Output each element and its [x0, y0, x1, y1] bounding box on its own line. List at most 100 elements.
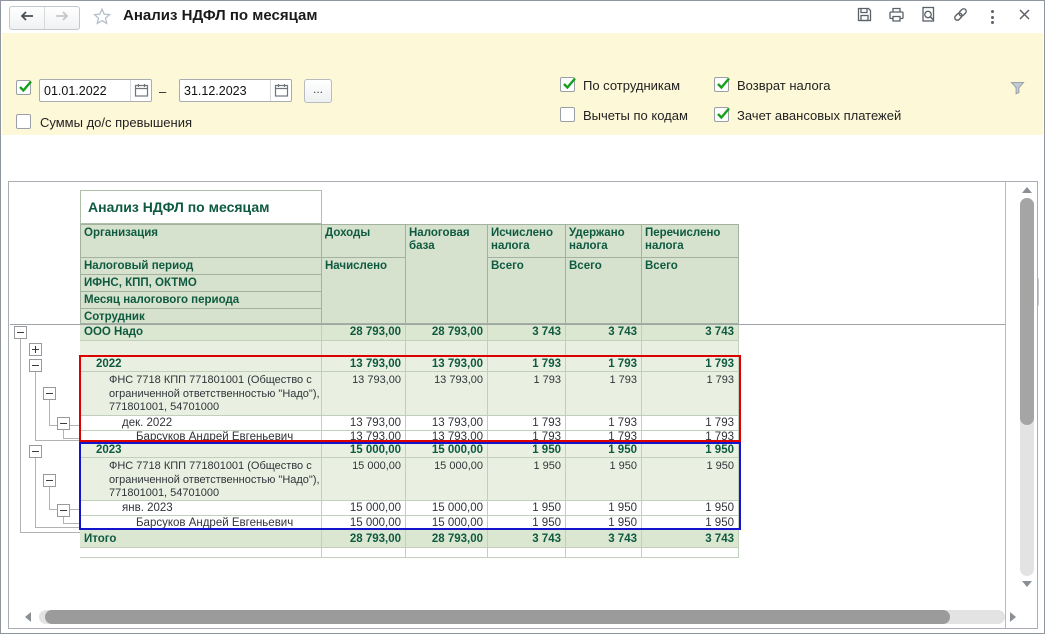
collapse-expander-icon[interactable]: [43, 474, 56, 487]
row-value: 15 000,00: [322, 458, 406, 501]
collapse-expander-icon[interactable]: [43, 387, 56, 400]
menu-button[interactable]: [980, 5, 1004, 29]
column-header-tax-base[interactable]: Налоговая база: [406, 225, 488, 324]
table-row[interactable]: Итого 28 793,00 28 793,00 3 743 3 743 3 …: [80, 530, 739, 548]
subheader-total-transferred[interactable]: Всего: [642, 258, 739, 324]
horizontal-scrollbar-thumb[interactable]: [45, 610, 950, 624]
row-label: Барсуков Андрей Евгеньевич: [80, 431, 322, 443]
row-value: 13 793,00: [406, 357, 488, 372]
period-more-button[interactable]: ...: [304, 79, 332, 103]
table-row[interactable]: ФНС 7718 КПП 771801001 (Общество с огран…: [80, 458, 739, 501]
table-row[interactable]: [80, 548, 739, 558]
by-employees-checkbox[interactable]: [560, 77, 576, 92]
row-value: 1 950: [488, 501, 566, 516]
row-value: 3 743: [488, 324, 566, 341]
report-toolbar: Сформировать Настройки...: [1, 135, 1044, 309]
row-value: 28 793,00: [406, 324, 488, 341]
period-separator: –: [159, 84, 167, 99]
subheader-total-calculated[interactable]: Всего: [488, 258, 566, 324]
collapse-expander-icon[interactable]: [57, 417, 70, 430]
scroll-down-arrow[interactable]: [1022, 581, 1032, 587]
tree-line: [63, 438, 80, 439]
table-row[interactable]: янв. 2023 15 000,00 15 000,00 1 950 1 95…: [80, 501, 739, 516]
tree-line: [63, 517, 64, 523]
column-header-withheld[interactable]: Удержано налога: [566, 225, 642, 258]
column-header-income[interactable]: Доходы: [322, 225, 406, 258]
scroll-left-arrow[interactable]: [25, 612, 31, 622]
table-row[interactable]: Барсуков Андрей Евгеньевич 13 793,00 13 …: [80, 431, 739, 443]
table-row[interactable]: 2022 13 793,00 13 793,00 1 793 1 793 1 7…: [80, 357, 739, 372]
tree-line: [35, 527, 80, 528]
column-header-transferred[interactable]: Перечислено налога: [642, 225, 739, 258]
forward-button[interactable]: [44, 7, 79, 29]
calendar-icon[interactable]: [130, 80, 151, 101]
row-value: [488, 341, 566, 357]
collapse-expander-icon[interactable]: [29, 359, 42, 372]
period-to-input[interactable]: [180, 83, 270, 98]
row-header-month[interactable]: Месяц налогового периода: [81, 292, 322, 309]
row-value: 13 793,00: [322, 372, 406, 416]
print-preview-icon: [919, 5, 938, 29]
collapse-expander-icon[interactable]: [57, 504, 70, 517]
check-icon: [717, 77, 730, 90]
row-value: [322, 548, 406, 558]
vertical-scrollbar-thumb[interactable]: [1020, 198, 1034, 425]
subheader-accrued[interactable]: Начислено: [322, 258, 406, 324]
period-from-input[interactable]: [40, 83, 130, 98]
row-header-ifns[interactable]: ИФНС, КПП, ОКТМО: [81, 275, 322, 292]
collapse-expander-icon[interactable]: [29, 445, 42, 458]
row-value: [322, 341, 406, 357]
row-value: 1 950: [566, 443, 642, 458]
row-value: 13 793,00: [322, 357, 406, 372]
back-button[interactable]: [10, 7, 44, 29]
advance-offset-checkbox[interactable]: [714, 107, 730, 122]
row-value: 15 000,00: [322, 516, 406, 530]
filter-panel: – ... Суммы до/с превышения Организация:…: [2, 33, 1043, 160]
by-employees-label: По сотрудникам: [583, 78, 681, 93]
collapse-expander-icon[interactable]: [14, 326, 27, 339]
scroll-up-arrow[interactable]: [1022, 187, 1032, 193]
table-row[interactable]: ФНС 7718 КПП 771801001 (Общество с огран…: [80, 372, 739, 416]
row-value: 1 793: [566, 431, 642, 443]
row-header-tax-period[interactable]: Налоговый период: [81, 258, 322, 275]
row-value: 28 793,00: [406, 530, 488, 548]
row-value: 1 793: [566, 416, 642, 431]
expand-expander-icon[interactable]: [29, 343, 42, 356]
close-button[interactable]: [1012, 5, 1036, 29]
excess-checkbox[interactable]: [16, 114, 31, 129]
table-row[interactable]: ООО Надо 28 793,00 28 793,00 3 743 3 743…: [80, 324, 739, 341]
print-button[interactable]: [884, 5, 908, 29]
get-link-button[interactable]: [948, 5, 972, 29]
table-row[interactable]: [80, 341, 739, 357]
period-checkbox[interactable]: [16, 80, 32, 95]
report-spreadsheet: Анализ НДФЛ по месяцам Организация Доход…: [8, 181, 1038, 629]
table-row[interactable]: дек. 2022 13 793,00 13 793,00 1 793 1 79…: [80, 416, 739, 431]
row-label: ФНС 7718 КПП 771801001 (Общество с огран…: [80, 372, 322, 416]
filter-funnel-icon[interactable]: [1010, 81, 1025, 100]
report-title-cell: Анализ НДФЛ по месяцам: [80, 190, 322, 224]
table-row[interactable]: 2023 15 000,00 15 000,00 1 950 1 950 1 9…: [80, 443, 739, 458]
subheader-total-withheld[interactable]: Всего: [566, 258, 642, 324]
page-title: Анализ НДФЛ по месяцам: [123, 7, 318, 24]
calendar-icon[interactable]: [270, 80, 291, 101]
print-preview-button[interactable]: [916, 5, 940, 29]
row-label: янв. 2023: [80, 501, 322, 516]
tree-line: [20, 339, 21, 533]
column-header-org[interactable]: Организация: [81, 225, 322, 258]
row-header-employee[interactable]: Сотрудник: [81, 309, 322, 324]
tax-refund-checkbox[interactable]: [714, 77, 730, 92]
row-value: 15 000,00: [406, 516, 488, 530]
favorite-star-icon[interactable]: [91, 6, 113, 28]
scroll-right-arrow[interactable]: [1010, 612, 1016, 622]
save-button[interactable]: [852, 5, 876, 29]
row-value: 15 000,00: [406, 443, 488, 458]
column-header-calculated[interactable]: Исчислено налога: [488, 225, 566, 258]
tree-line: [35, 458, 36, 527]
row-value: 3 743: [566, 324, 642, 341]
row-label: Итого: [80, 530, 322, 548]
table-row[interactable]: Барсуков Андрей Евгеньевич 15 000,00 15 …: [80, 516, 739, 530]
row-value: 28 793,00: [322, 530, 406, 548]
deduction-codes-checkbox[interactable]: [560, 107, 575, 122]
row-value: 1 950: [642, 443, 739, 458]
